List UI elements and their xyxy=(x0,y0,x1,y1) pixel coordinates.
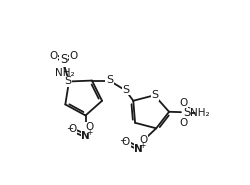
Text: N: N xyxy=(134,144,143,154)
Text: O: O xyxy=(70,51,78,61)
Text: −: − xyxy=(119,136,126,145)
Text: S: S xyxy=(152,90,159,100)
Text: S: S xyxy=(106,75,113,85)
Text: S: S xyxy=(64,76,72,86)
Text: +: + xyxy=(86,128,93,137)
Text: NH₂: NH₂ xyxy=(190,108,210,118)
Text: O: O xyxy=(139,135,147,145)
Text: O: O xyxy=(180,98,188,108)
Text: O: O xyxy=(86,122,94,132)
Text: N: N xyxy=(81,131,90,141)
Text: O: O xyxy=(180,118,188,128)
Text: S: S xyxy=(60,53,67,66)
Text: −: − xyxy=(66,124,73,133)
Text: +: + xyxy=(140,141,146,150)
Text: S: S xyxy=(183,106,190,119)
Text: NH₂: NH₂ xyxy=(54,68,74,78)
Text: O: O xyxy=(68,124,77,134)
Text: O: O xyxy=(122,137,130,147)
Text: S: S xyxy=(122,85,130,95)
Text: O: O xyxy=(49,51,58,61)
